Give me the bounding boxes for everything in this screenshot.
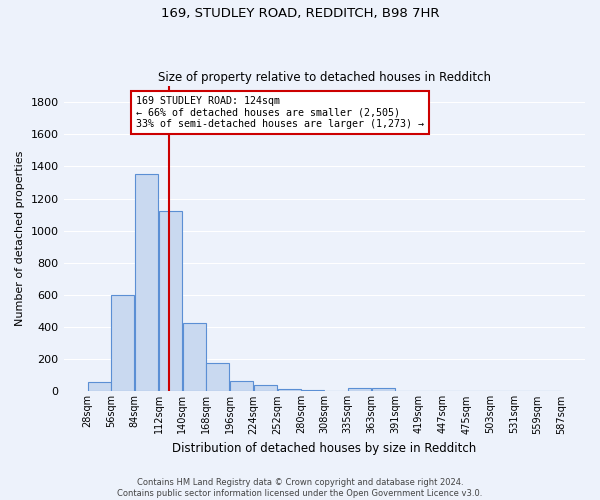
Bar	[278, 389, 301, 392]
Text: 169 STUDLEY ROAD: 124sqm
← 66% of detached houses are smaller (2,505)
33% of sem: 169 STUDLEY ROAD: 124sqm ← 66% of detach…	[136, 96, 424, 129]
Text: Contains HM Land Registry data © Crown copyright and database right 2024.
Contai: Contains HM Land Registry data © Crown c…	[118, 478, 482, 498]
Bar	[112, 295, 134, 392]
Text: 169, STUDLEY ROAD, REDDITCH, B98 7HR: 169, STUDLEY ROAD, REDDITCH, B98 7HR	[161, 8, 439, 20]
Bar	[301, 390, 325, 392]
Bar	[371, 388, 395, 392]
Bar	[254, 385, 277, 392]
Title: Size of property relative to detached houses in Redditch: Size of property relative to detached ho…	[158, 70, 491, 84]
Bar	[135, 174, 158, 392]
Bar	[348, 388, 371, 392]
Bar	[182, 323, 206, 392]
X-axis label: Distribution of detached houses by size in Redditch: Distribution of detached houses by size …	[172, 442, 476, 455]
Bar	[88, 382, 110, 392]
Bar	[159, 212, 182, 392]
Bar	[230, 381, 253, 392]
Y-axis label: Number of detached properties: Number of detached properties	[15, 151, 25, 326]
Bar	[206, 364, 229, 392]
